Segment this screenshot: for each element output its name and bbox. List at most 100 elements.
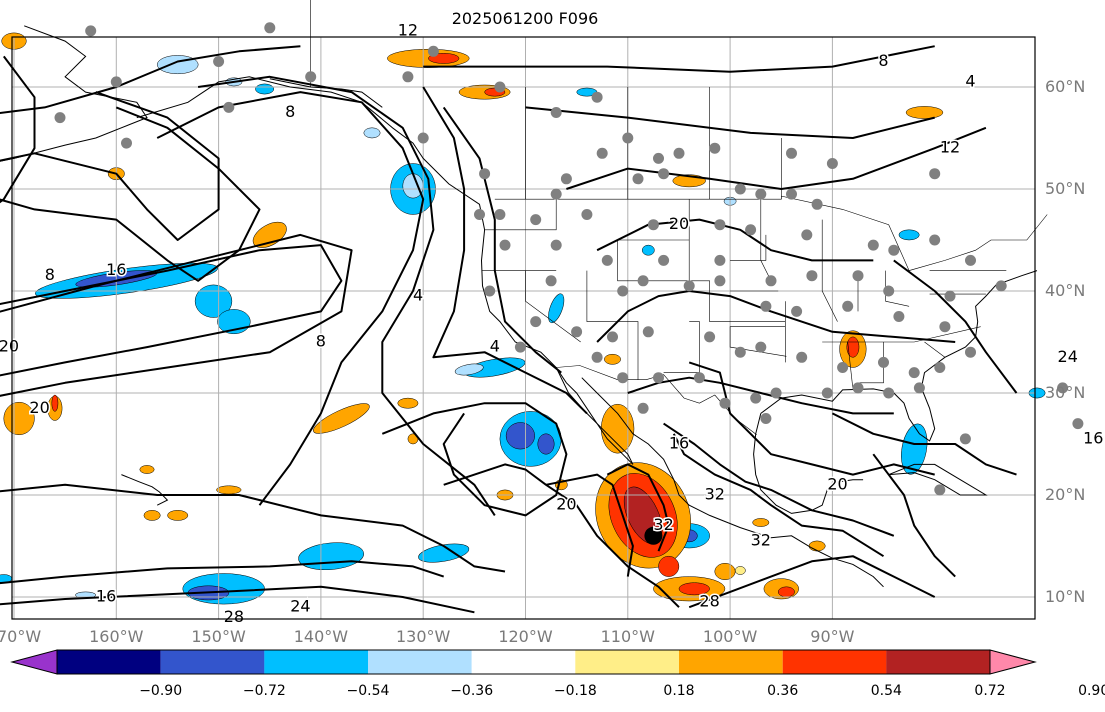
contour-value-label: 32	[653, 515, 673, 534]
station-marker	[417, 132, 429, 144]
contour-line	[606, 463, 670, 552]
station-marker	[750, 392, 762, 404]
political-border	[822, 326, 981, 343]
shaded-cell	[905, 106, 944, 119]
shaded-cell	[537, 433, 555, 455]
station-marker	[54, 112, 66, 124]
political-border	[885, 270, 910, 307]
colorbar-segment	[575, 650, 679, 674]
colorbar-segment	[264, 650, 368, 674]
contour-line	[156, 91, 425, 506]
station-marker	[714, 275, 726, 287]
political-border	[730, 234, 767, 261]
contour-value-label: 4	[413, 286, 423, 305]
longitude-label: 120°W	[498, 627, 553, 646]
shaded-cell	[402, 173, 424, 199]
contour-labels-layer: 1284881220816412842024202016162032203232…	[0, 19, 1105, 628]
station-marker	[550, 188, 562, 200]
latitude-label: 10°N	[1045, 587, 1086, 606]
station-marker	[642, 326, 654, 338]
shaded-cell	[846, 336, 860, 358]
station-marker	[581, 209, 593, 220]
shaded-cell	[714, 563, 736, 580]
shaded-cell	[139, 465, 155, 474]
shaded-cell	[548, 293, 565, 324]
colorbar-tick-label: 0.90	[1078, 683, 1105, 699]
station-marker	[499, 239, 511, 251]
colorbar-tick-label: −0.90	[139, 683, 183, 699]
storm-center-marker	[644, 526, 663, 545]
station-marker	[658, 168, 670, 180]
station-marker	[755, 341, 767, 353]
shaded-cell	[194, 284, 233, 318]
shaded-cell	[752, 518, 770, 527]
contour-value-label: 20	[0, 337, 19, 356]
colorbar	[10, 649, 1037, 675]
contour-line	[688, 555, 936, 609]
station-marker	[484, 285, 496, 297]
contour-line	[0, 483, 506, 573]
station-marker	[305, 71, 317, 83]
political-border	[760, 199, 772, 281]
station-marker	[770, 387, 782, 399]
station-marker	[959, 433, 971, 445]
station-marker	[658, 254, 670, 266]
contour-value-label: 8	[878, 51, 888, 70]
colorbar-segment	[471, 650, 576, 674]
station-marker	[791, 305, 803, 317]
colorbar-extend-high	[989, 649, 1037, 675]
shaded-cell	[505, 422, 535, 450]
shaded-cell	[808, 540, 826, 552]
station-marker	[826, 158, 838, 169]
station-marker	[617, 372, 629, 384]
coastline	[269, 78, 383, 108]
station-marker	[934, 362, 946, 373]
shaded-cell	[734, 566, 746, 575]
station-marker	[734, 183, 746, 195]
shaded-cell	[777, 586, 795, 598]
station-marker	[878, 356, 889, 368]
longitude-label: 110°W	[600, 627, 655, 646]
station-marker	[760, 300, 772, 312]
station-marker	[591, 351, 603, 363]
station-marker	[760, 413, 772, 424]
colorbar-segment	[368, 650, 472, 674]
political-border	[689, 280, 786, 322]
contour-value-label: 12	[398, 20, 418, 39]
contour-line	[672, 433, 885, 558]
contour-value-label: 16	[106, 260, 126, 279]
station-marker	[786, 147, 797, 159]
station-marker	[617, 285, 629, 297]
station-marker	[765, 275, 777, 287]
contour-value-label: 4	[490, 337, 500, 356]
contour-value-label: 8	[45, 265, 55, 284]
station-marker	[929, 168, 941, 180]
political-border	[847, 341, 854, 389]
coastline	[0, 25, 148, 162]
station-marker	[796, 351, 808, 363]
station-marker	[755, 188, 767, 200]
station-marker	[852, 382, 864, 394]
station-marker	[479, 168, 491, 180]
political-border	[617, 239, 690, 282]
political-border	[858, 342, 884, 384]
station-marker	[653, 152, 664, 164]
contour-value-label: 4	[965, 71, 975, 90]
colorbar-tick-label: 0.72	[974, 683, 1006, 699]
contour-value-label: 16	[669, 434, 689, 453]
political-border	[586, 270, 639, 380]
colorbar-tick-label: −0.18	[553, 683, 597, 699]
station-marker	[647, 219, 659, 231]
contour-line	[422, 86, 588, 415]
contour-line	[663, 422, 895, 537]
longitude-label: 130°W	[396, 627, 451, 646]
station-marker	[607, 331, 618, 343]
station-marker	[811, 198, 823, 210]
contour-line	[442, 106, 562, 374]
shaded-cell	[418, 543, 470, 563]
shaded-cell	[901, 423, 928, 475]
station-marker	[550, 107, 562, 118]
contour-line	[596, 290, 956, 343]
station-marker	[596, 147, 608, 159]
shaded-cell	[143, 510, 161, 521]
